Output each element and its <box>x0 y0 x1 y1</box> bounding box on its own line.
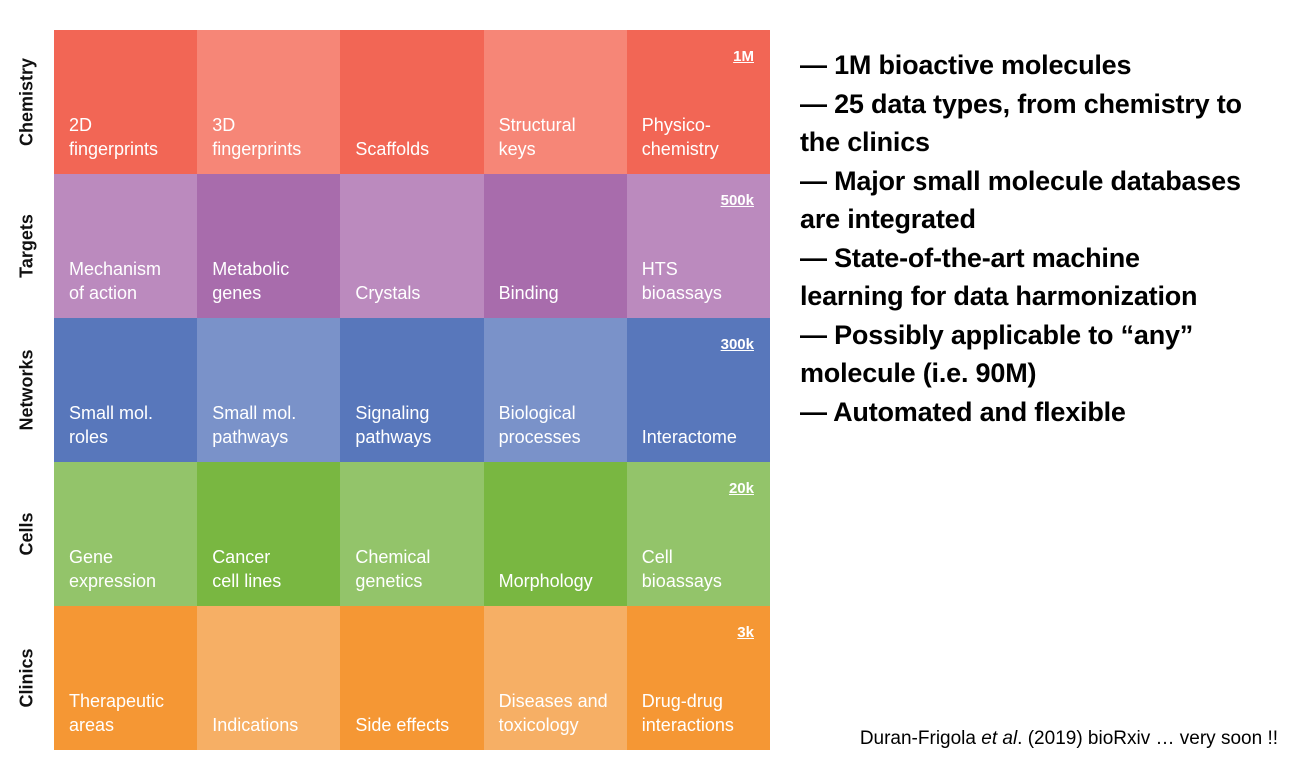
row-label-text: Clinics <box>16 648 37 708</box>
grid-cell: Physico- chemistry 1M <box>626 30 770 174</box>
cell-label: Metabolic genes <box>212 259 290 303</box>
cell-label: Small mol. roles <box>69 403 154 447</box>
cell-label: Physico- chemistry <box>641 115 719 159</box>
data-type-grid: 2D fingerprints 3D fingerprints Scaffolds S… <box>54 30 770 750</box>
cell-label: Chemical genetics <box>355 547 431 591</box>
grid-cell: Signaling pathways <box>340 318 484 462</box>
row-label-clinics: Clinics <box>0 606 54 750</box>
cell-label: HTS bioassays <box>641 259 722 303</box>
molecule-count: 500k <box>720 192 754 209</box>
row-label-networks: Networks <box>0 318 54 462</box>
grid-cell: Biological processes <box>483 318 627 462</box>
grid-cell: Diseases and toxicology <box>483 606 627 750</box>
cell-label: Drug-drug interactions <box>641 691 734 735</box>
cell-label: Gene expression <box>69 547 157 591</box>
grid-cell: Gene expression <box>54 462 198 606</box>
grid-cell: Drug-drug interactions 3k <box>626 606 770 750</box>
row-label-text: Targets <box>16 214 37 278</box>
citation: Duran-Frigola et al. (2019) bioRxiv … ve… <box>860 728 1278 750</box>
cell-label: Morphology <box>498 571 593 591</box>
grid-cell: Small mol. pathways <box>197 318 341 462</box>
row-label-text: Chemistry <box>16 57 37 147</box>
cell-label: Interactome <box>641 427 737 447</box>
row-label-text: Cells <box>16 512 37 556</box>
feature-item: — State-of-the-art machine learning for … <box>800 242 1198 312</box>
cell-label: Mechanism of action <box>69 259 162 303</box>
cell-label: Binding <box>498 283 559 303</box>
grid-cell: Cancer cell lines <box>197 462 341 606</box>
row-label-targets: Targets <box>0 174 54 318</box>
molecule-count: 20k <box>728 480 754 497</box>
cell-label: Therapeutic areas <box>69 691 165 735</box>
grid-cell: Therapeutic areas <box>54 606 198 750</box>
cell-label: Crystals <box>355 283 421 303</box>
feature-item: — Automated and flexible <box>800 396 1126 427</box>
row-labels: Chemistry Targets Networks Cells Clinics <box>0 30 54 750</box>
grid-cell: Metabolic genes <box>197 174 341 318</box>
cell-label: Signaling pathways <box>355 403 432 447</box>
cell-label: Biological processes <box>498 403 581 447</box>
grid-cell: Crystals <box>340 174 484 318</box>
cell-label: Indications <box>212 715 299 735</box>
row-label-chemistry: Chemistry <box>0 30 54 174</box>
molecule-count: 300k <box>720 336 754 353</box>
grid-cell: 3D fingerprints <box>197 30 341 174</box>
grid-cell: Mechanism of action <box>54 174 198 318</box>
grid-cell: Binding <box>483 174 627 318</box>
citation-authors: Duran-Frigola <box>859 728 982 749</box>
cell-label: 2D fingerprints <box>69 115 159 159</box>
feature-item: — Possibly applicable to “any” molecule … <box>800 319 1194 389</box>
citation-etal: et al <box>981 728 1018 749</box>
row-label-text: Networks <box>16 349 37 431</box>
cell-label: Scaffolds <box>355 139 430 159</box>
grid-cell: Side effects <box>340 606 484 750</box>
feature-list: — 1M bioactive molecules — 25 data types,… <box>800 46 1300 431</box>
cell-label: Cell bioassays <box>641 547 722 591</box>
cell-label: Small mol. pathways <box>212 403 297 447</box>
feature-item: — 1M bioactive molecules <box>800 50 1132 80</box>
grid-cell: Interactome 300k <box>626 318 770 462</box>
grid-cell: 2D fingerprints <box>54 30 198 174</box>
row-label-cells: Cells <box>0 462 54 606</box>
feature-item: — 25 data types, from chemistry to the c… <box>800 88 1242 158</box>
grid-cell: Chemical genetics <box>340 462 484 606</box>
grid-cell: Indications <box>197 606 341 750</box>
cell-label: Cancer cell lines <box>212 547 282 591</box>
grid-cell: Morphology <box>483 462 627 606</box>
cell-label: Diseases and toxicology <box>498 691 608 735</box>
grid-cell: Scaffolds <box>340 30 484 174</box>
citation-rest: . (2019) bioRxiv … very soon !! <box>1017 728 1278 749</box>
grid-cell: Small mol. roles <box>54 318 198 462</box>
molecule-count: 1M <box>733 48 754 65</box>
molecule-count: 3k <box>737 624 754 641</box>
cell-label: Structural keys <box>498 115 576 159</box>
grid-cell: Cell bioassays 20k <box>626 462 770 606</box>
feature-item: — Major small molecule databases are int… <box>800 165 1241 235</box>
cell-label: 3D fingerprints <box>212 115 302 159</box>
grid-cell: Structural keys <box>483 30 627 174</box>
cell-label: Side effects <box>355 715 450 735</box>
grid-cell: HTS bioassays 500k <box>626 174 770 318</box>
